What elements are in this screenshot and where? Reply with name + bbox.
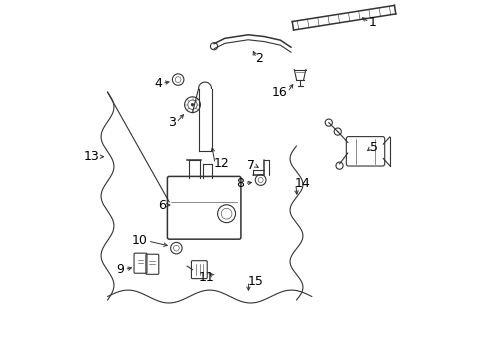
Text: 14: 14 (294, 177, 310, 190)
Text: 5: 5 (369, 141, 377, 154)
Text: 15: 15 (247, 275, 263, 288)
Text: 6: 6 (158, 199, 165, 212)
Text: 13: 13 (83, 150, 99, 163)
Text: 1: 1 (367, 16, 375, 29)
Text: 7: 7 (247, 159, 255, 172)
Text: 4: 4 (154, 77, 162, 90)
Text: 9: 9 (116, 263, 124, 276)
Text: 3: 3 (168, 116, 176, 129)
Text: 10: 10 (132, 234, 147, 247)
Text: 11: 11 (198, 271, 214, 284)
Text: 16: 16 (271, 86, 287, 99)
Text: 8: 8 (236, 177, 244, 190)
Text: 2: 2 (255, 51, 263, 64)
Text: 12: 12 (214, 157, 229, 170)
Circle shape (191, 103, 194, 106)
